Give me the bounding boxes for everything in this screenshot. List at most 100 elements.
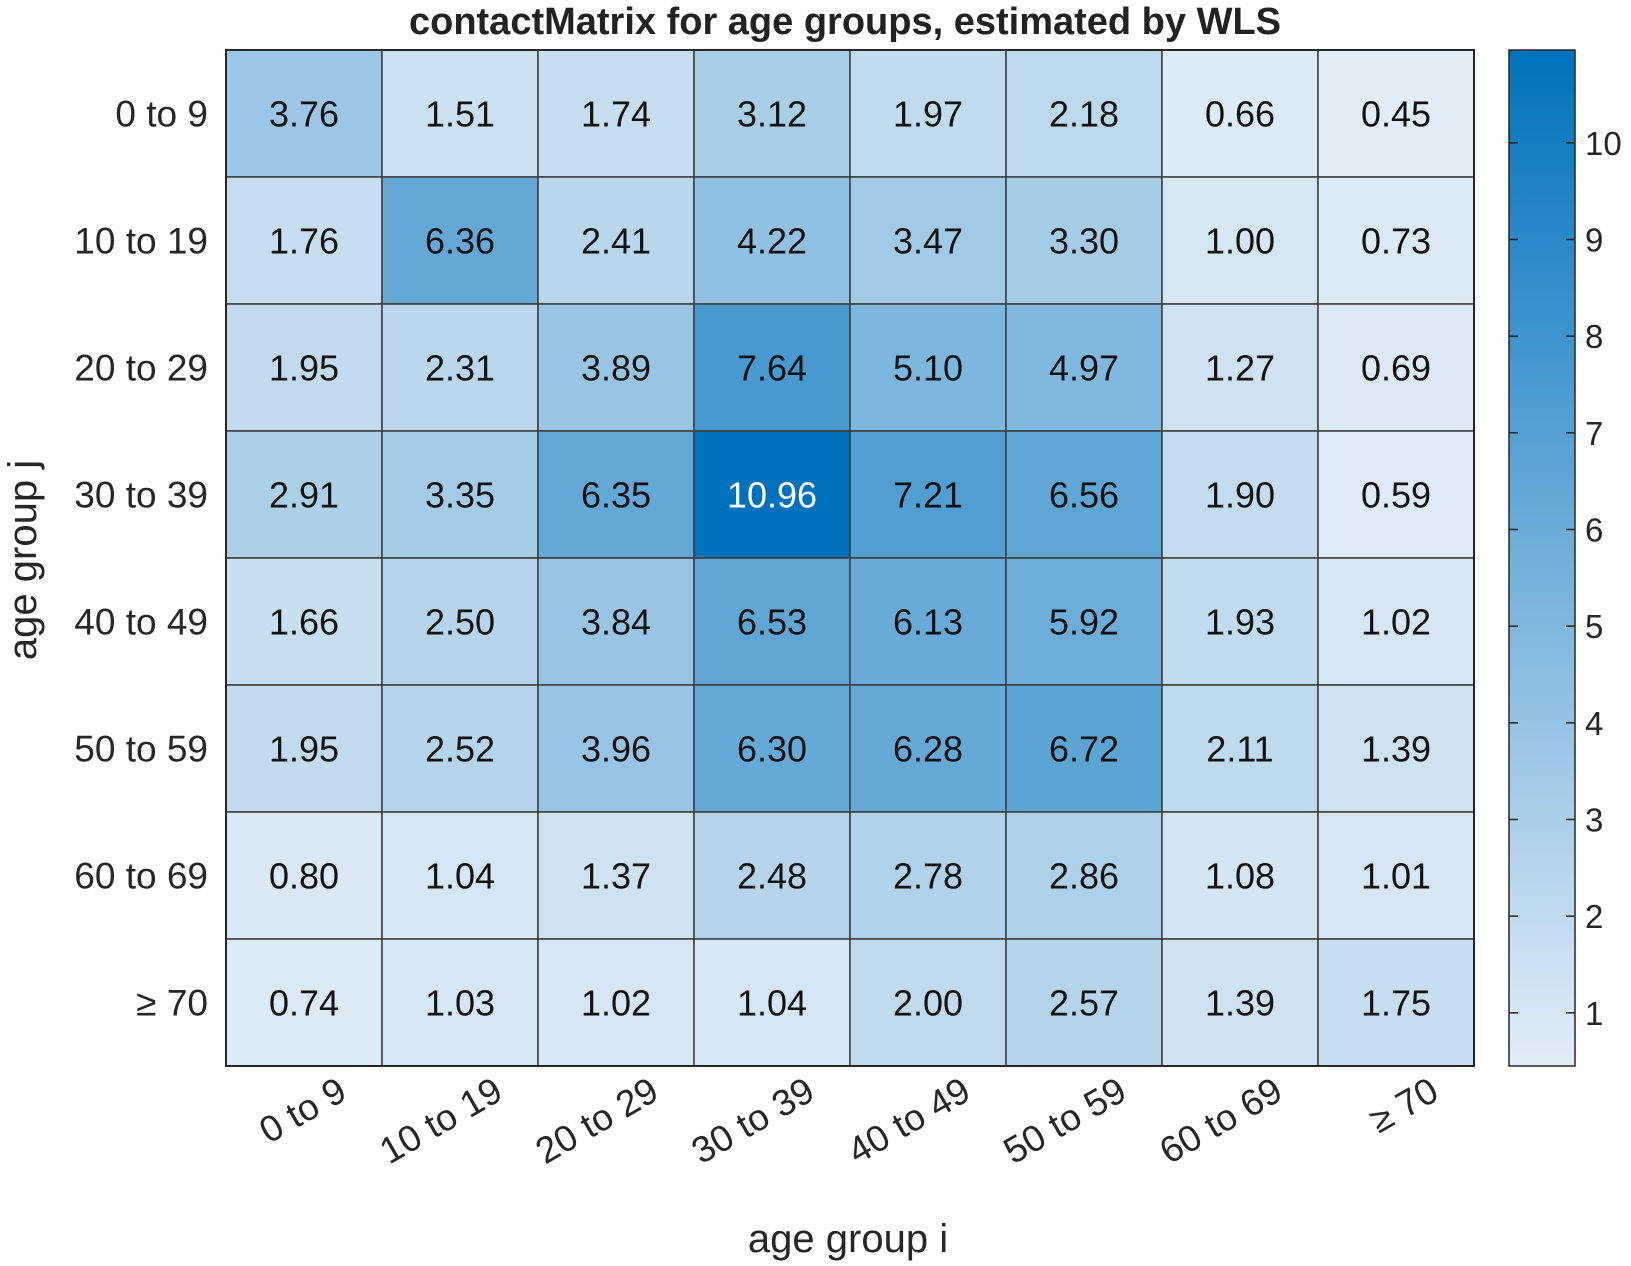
colorbar-tick-label: 5: [1585, 608, 1603, 645]
heatmap-cell: [1161, 557, 1319, 686]
cell-value-label: 3.84: [581, 602, 651, 643]
cell-value-label: 6.13: [893, 602, 963, 643]
colorbar-tick-label: 4: [1585, 705, 1603, 742]
cell-value-label: 1.75: [1361, 983, 1431, 1024]
heatmap-cell: [1317, 684, 1475, 813]
colorbar-tick-label: 10: [1585, 125, 1622, 162]
cell-value-label: 2.57: [1049, 983, 1119, 1024]
heatmap-cell: [1161, 176, 1319, 305]
heatmap-cells: 3.76 1.51 1.74 3.12 1.97 2.18 0.66 0.45 1.76 6.36…: [225, 49, 1475, 1067]
cell-value-label: 4.22: [737, 221, 807, 262]
colorbar-tick-label: 7: [1585, 415, 1603, 452]
cell-value-label: 6.35: [581, 475, 651, 516]
heatmap-cell: [1005, 557, 1163, 686]
heatmap-cell: [1005, 303, 1163, 432]
plot-border: [225, 49, 1475, 1067]
cell-value-label: 1.90: [1205, 475, 1275, 516]
heatmap-cell: [1161, 430, 1319, 559]
cell-value-label: 6.53: [737, 602, 807, 643]
cell-value-label: 0.74: [269, 983, 339, 1024]
heatmap-cell: [381, 303, 539, 432]
cell-value-label: 2.18: [1049, 94, 1119, 135]
cell-value-label: 2.52: [425, 729, 495, 770]
y-tick-labels: 0 to 9 10 to 19 20 to 29 30 to 39 40 to 49 50…: [74, 94, 208, 1024]
heatmap-cell: [225, 811, 383, 940]
cell-value-label: 1.39: [1205, 983, 1275, 1024]
heatmap-cell: [537, 811, 695, 940]
heatmap-cell: [849, 303, 1007, 432]
y-tick-label: 0 to 9: [115, 94, 208, 135]
heatmap-cell: [537, 938, 695, 1067]
heatmap-cell: [693, 557, 851, 686]
heatmap-cell: [1317, 49, 1475, 178]
heatmap-cell: [537, 557, 695, 686]
cell-value-label: 1.02: [581, 983, 651, 1024]
x-tick-label: ≥ 70: [1362, 1069, 1445, 1140]
colorbar-tick-label: 9: [1585, 221, 1603, 258]
x-axis-label: age group i: [748, 1217, 948, 1261]
cell-value-label: 1.04: [425, 856, 495, 897]
cell-value-label: 2.91: [269, 475, 339, 516]
heatmap-cell: [849, 557, 1007, 686]
cell-value-label: 1.08: [1205, 856, 1275, 897]
colorbar-tick-label: 2: [1585, 898, 1603, 935]
heatmap-cell: [1005, 176, 1163, 305]
x-tick-labels: 0 to 9 10 to 19 20 to 29 30 to 39 40 to 49 50…: [252, 1069, 1445, 1171]
cell-value-label: 7.64: [737, 348, 807, 389]
cell-value-label: 1.39: [1361, 729, 1431, 770]
heatmap-cell: [381, 811, 539, 940]
cell-value-label: 10.96: [727, 475, 817, 516]
heatmap-cell: [849, 684, 1007, 813]
x-tick-label: 10 to 19: [373, 1069, 509, 1171]
colorbar-gradient: [1508, 49, 1576, 1067]
heatmap-cell: [1161, 811, 1319, 940]
heatmap-cell: [225, 430, 383, 559]
heatmap-cell: [1005, 811, 1163, 940]
heatmap-cell: [1161, 303, 1319, 432]
heatmap-cell: [1161, 684, 1319, 813]
colorbar-tick-label: 6: [1585, 511, 1603, 548]
cell-value-label: 2.78: [893, 856, 963, 897]
cell-value-label: 1.74: [581, 94, 651, 135]
cell-value-label: 1.00: [1205, 221, 1275, 262]
cell-value-label: 1.03: [425, 983, 495, 1024]
x-tick-label: 60 to 69: [1153, 1069, 1289, 1171]
cell-value-label: 0.59: [1361, 475, 1431, 516]
cell-value-label: 2.11: [1206, 729, 1273, 770]
heatmap-cell: [381, 49, 539, 178]
chart-title: contactMatrix for age groups, estimated …: [409, 1, 1281, 43]
cell-value-label: 1.02: [1361, 602, 1431, 643]
heatmap-cell: [537, 684, 695, 813]
y-tick-label: 20 to 29: [74, 348, 208, 389]
cell-value-label: 2.31: [425, 348, 495, 389]
heatmap-cell: [849, 176, 1007, 305]
x-tick-label: 40 to 49: [841, 1069, 977, 1171]
heatmap-cell: [693, 49, 851, 178]
heatmap-cell: [849, 938, 1007, 1067]
y-tick-label: 60 to 69: [74, 856, 208, 897]
x-tick-label: 50 to 59: [997, 1069, 1133, 1171]
heatmap-cell: [225, 49, 383, 178]
y-tick-label: 10 to 19: [74, 221, 208, 262]
cell-value-label: 0.66: [1205, 94, 1275, 135]
cell-value-label: 3.35: [425, 475, 495, 516]
y-axis-label: age group j: [1, 460, 45, 660]
cell-value-label: 1.95: [269, 729, 339, 770]
cell-value-label: 5.10: [893, 348, 963, 389]
heatmap-cell: [693, 176, 851, 305]
cell-value-label: 2.50: [425, 602, 495, 643]
cell-value-label: 2.00: [893, 983, 963, 1024]
x-tick-label: 0 to 9: [252, 1069, 353, 1151]
cell-value-label: 2.48: [737, 856, 807, 897]
cell-value-label: 3.96: [581, 729, 651, 770]
y-tick-label: ≥ 70: [136, 983, 208, 1024]
colorbar-tick-label: 1: [1585, 995, 1603, 1032]
heatmap-cell: [693, 430, 851, 559]
cell-value-label: 3.89: [581, 348, 651, 389]
heatmap-cell: [537, 303, 695, 432]
cell-value-label: 1.93: [1205, 602, 1275, 643]
cell-value-label: 7.21: [893, 475, 963, 516]
cell-value-label: 1.66: [269, 602, 339, 643]
cell-value-label: 1.76: [269, 221, 339, 262]
